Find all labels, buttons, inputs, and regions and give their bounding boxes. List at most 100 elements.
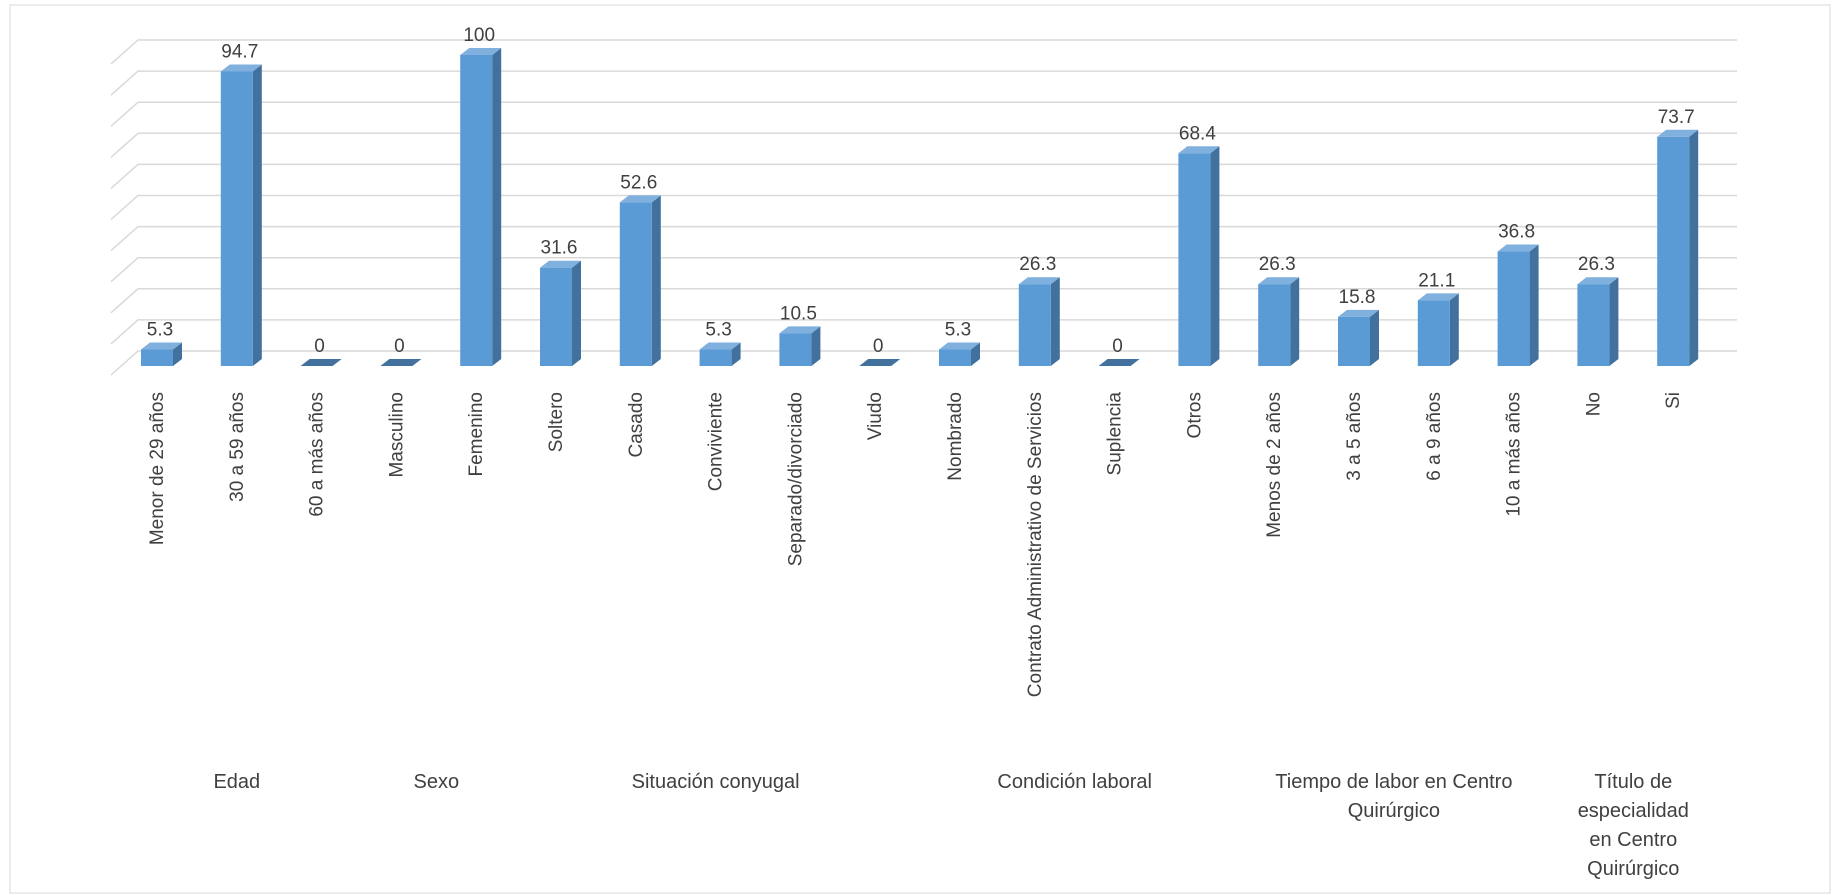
bar-side xyxy=(731,342,741,366)
bar-top xyxy=(939,342,980,350)
bar-side xyxy=(1050,277,1060,366)
grid-line xyxy=(110,39,1737,65)
bar xyxy=(1657,136,1690,366)
data-label: 26.3 xyxy=(1259,254,1296,275)
x-tick-label: 10 a más años xyxy=(1504,392,1525,517)
bar xyxy=(1577,284,1610,366)
bar-top xyxy=(1497,244,1539,252)
grid-line xyxy=(110,132,1737,158)
bar-top xyxy=(699,342,741,350)
chart-frame xyxy=(9,4,1831,894)
bar-side xyxy=(651,195,661,366)
grid-line xyxy=(110,101,1737,127)
x-tick-label: Nombrado xyxy=(945,392,966,481)
x-tick-label: Menos de 2 años xyxy=(1264,392,1285,538)
data-label: 52.6 xyxy=(620,172,657,193)
bar-top xyxy=(1338,309,1379,317)
bar-side xyxy=(1210,146,1220,366)
bar-side xyxy=(173,342,182,366)
bar-side xyxy=(492,48,502,366)
data-label: 10.5 xyxy=(780,303,817,324)
bar xyxy=(1018,284,1051,366)
bar-top xyxy=(1258,277,1300,285)
bar xyxy=(1338,316,1370,366)
bar xyxy=(939,349,971,366)
bar-side xyxy=(252,64,262,366)
bar xyxy=(220,71,253,366)
x-tick-label: Masculino xyxy=(386,392,407,478)
group-label: Edad xyxy=(213,771,261,793)
x-tick-label: Separado/divorciado xyxy=(785,392,806,566)
bar-top xyxy=(300,359,342,366)
data-label: 26.3 xyxy=(1578,254,1615,275)
data-label: 31.6 xyxy=(541,238,578,259)
bar-top xyxy=(1178,146,1220,154)
data-label: 5.3 xyxy=(945,320,971,341)
bar-top xyxy=(1098,359,1140,366)
grid-line xyxy=(110,225,1737,252)
x-tick-label: Suplencia xyxy=(1105,392,1126,476)
data-label: 0 xyxy=(873,336,884,357)
grid-line xyxy=(110,319,1737,345)
group-label: Tiempo de labor en Centro Quirúrgico xyxy=(1275,771,1513,822)
data-label: 5.3 xyxy=(147,320,173,341)
bar xyxy=(699,349,732,366)
bar-top xyxy=(619,195,661,203)
x-tick-label: Menor de 29 años xyxy=(147,392,168,545)
bar-side xyxy=(971,342,980,366)
data-label: 68.4 xyxy=(1179,123,1216,144)
data-label: 36.8 xyxy=(1498,222,1535,243)
data-label: 0 xyxy=(314,336,325,357)
data-label: 94.7 xyxy=(221,41,258,62)
x-tick-label: 6 a 9 años xyxy=(1424,392,1445,481)
x-tick-label: Femenino xyxy=(466,392,487,477)
data-label: 73.7 xyxy=(1658,107,1695,128)
bar-side xyxy=(1689,129,1699,366)
data-label: 100 xyxy=(463,25,495,46)
grid-line xyxy=(110,163,1737,189)
bar-top xyxy=(1577,277,1619,285)
data-label: 0 xyxy=(394,336,405,357)
data-label: 21.1 xyxy=(1418,270,1455,291)
bar xyxy=(1417,300,1450,366)
group-label: Situación conyugal xyxy=(631,771,800,793)
bar-top xyxy=(380,359,422,366)
x-tick-label: Otros xyxy=(1184,392,1205,438)
grid-line xyxy=(110,288,1737,314)
data-label: 0 xyxy=(1112,336,1123,357)
bar-top xyxy=(1657,129,1699,137)
bar xyxy=(619,202,652,366)
bar-side xyxy=(1609,277,1619,366)
data-label: 15.8 xyxy=(1339,287,1376,308)
bar-top xyxy=(460,48,502,55)
grid-line xyxy=(110,350,1737,376)
x-tick-label: Soltero xyxy=(546,392,567,452)
grid-line xyxy=(110,194,1737,221)
bar-top xyxy=(141,342,182,350)
bar xyxy=(779,333,812,366)
group-label: Sexo xyxy=(413,771,460,793)
x-tick-label: Conviviente xyxy=(706,392,727,491)
x-tick-label: 3 a 5 años xyxy=(1344,392,1365,481)
x-tick-label: Contrato Administrativo de Servicios xyxy=(1025,392,1046,697)
bar-top xyxy=(540,260,581,268)
bar-top xyxy=(1417,293,1459,301)
bar xyxy=(1178,153,1211,366)
grid-line xyxy=(110,70,1737,96)
x-tick-label: Viudo xyxy=(865,392,886,440)
bar-side xyxy=(811,326,821,366)
bar xyxy=(141,349,173,366)
x-tick-label: 30 a 59 años xyxy=(227,392,248,502)
bar xyxy=(460,55,493,366)
x-tick-label: Casado xyxy=(626,392,647,458)
bar-side xyxy=(1529,244,1539,366)
group-label: Condición laboral xyxy=(997,771,1152,793)
bar-top xyxy=(220,64,262,72)
bar-side xyxy=(572,260,581,366)
group-label: Título de especialidad en Centro Quirúrg… xyxy=(1577,771,1689,880)
bar-side xyxy=(1449,293,1459,366)
bar-top xyxy=(859,359,901,366)
grid-line xyxy=(110,256,1737,283)
